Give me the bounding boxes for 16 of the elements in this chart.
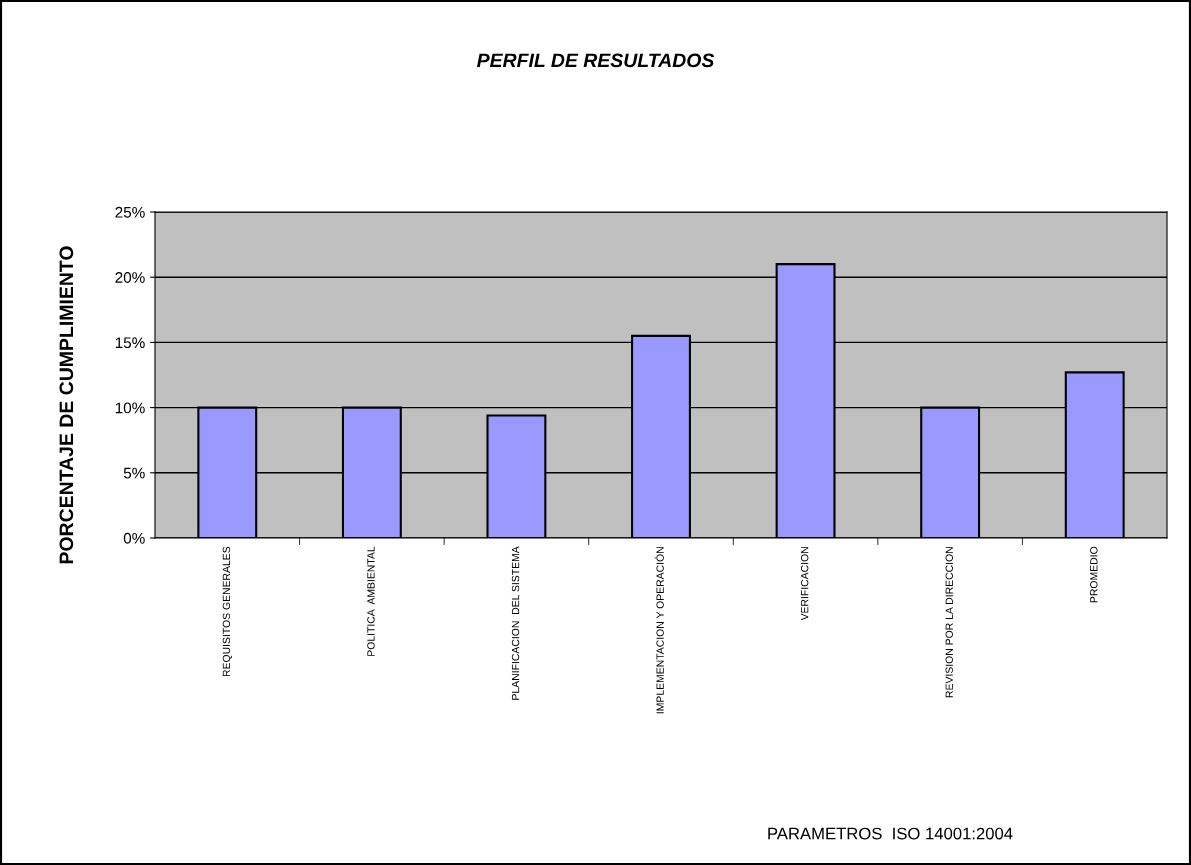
y-tick-label: 0% [123,532,145,544]
x-tick-label: PROMEDIO [1090,546,1098,603]
x-tick-label: REVISION POR LA DIRECCION [945,547,953,698]
y-tick-label: 10% [115,402,145,414]
text: PARAMETROS ISO 14001:2004 [768,827,1013,840]
y-tick-label: 25% [115,206,145,218]
y-tick-label: 5% [123,467,145,479]
x-tick-label: VERIFICACION [800,547,809,621]
x-tick-label: PLANIFICACION DEL SISTEMA [511,546,520,700]
y-axis-title: PORCENTAJE DE CUMPLIMIENTO [59,246,74,564]
chart-title: PERFIL DE RESULTADOS [476,53,715,68]
y-tick-label: 15% [115,337,145,349]
y-tick-label: 20% [115,272,145,283]
x-tick-label: POLITICA AMBIENTAL [367,546,375,656]
x-tick-label: IMPLEMENTACION Y OPERACIÓN [654,547,664,714]
x-tick-label: REQUISITOS GENERALES [222,546,232,677]
